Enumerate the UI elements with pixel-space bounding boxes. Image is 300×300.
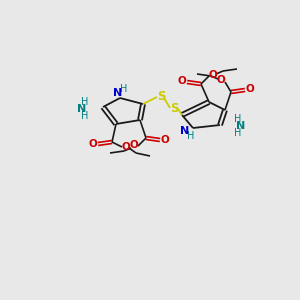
Text: O: O (208, 70, 217, 80)
Text: O: O (88, 139, 98, 149)
Text: S: S (170, 101, 178, 115)
Text: O: O (178, 76, 186, 86)
Text: N: N (77, 104, 87, 114)
Text: O: O (130, 140, 138, 150)
Text: H: H (234, 114, 242, 124)
Text: O: O (217, 75, 225, 85)
Text: O: O (122, 142, 130, 152)
Text: N: N (113, 88, 123, 98)
Text: H: H (234, 128, 242, 138)
Text: H: H (120, 84, 128, 94)
Text: O: O (160, 135, 169, 145)
Text: H: H (81, 111, 89, 121)
Text: H: H (81, 97, 89, 107)
Text: N: N (180, 126, 190, 136)
Text: S: S (157, 89, 165, 103)
Text: N: N (236, 121, 246, 131)
Text: O: O (246, 84, 254, 94)
Text: H: H (187, 131, 195, 141)
